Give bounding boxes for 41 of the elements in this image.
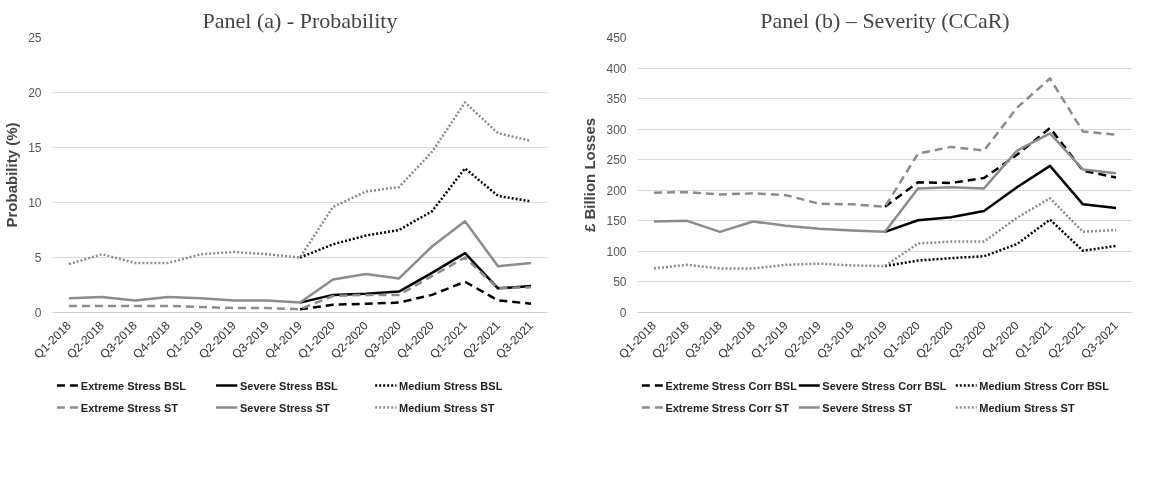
y-tick-label: 150: [606, 214, 627, 229]
legend-label: Severe Stress ST: [822, 401, 913, 414]
legend-label: Extreme Stress ST: [80, 401, 179, 414]
line-series: [883, 126, 1118, 209]
legend-label: Medium Stress ST: [979, 401, 1075, 414]
legend-label: Severe Stress ST: [239, 401, 331, 414]
y-tick-label: 250: [606, 153, 627, 168]
y-tick-label: 50: [613, 275, 627, 290]
line-series: [67, 219, 533, 304]
legend-label: Extreme Stress Corr BSL: [665, 379, 798, 392]
y-tick-label: 350: [606, 92, 627, 107]
y-tick-label: 450: [606, 31, 627, 45]
line-series: [298, 280, 533, 311]
line-series: [883, 218, 1118, 268]
y-axis-title: £ Billion Losses: [581, 117, 599, 233]
y-tick-label: 20: [28, 86, 42, 100]
y-tick-label: 5: [34, 251, 42, 265]
legend-label: Medium Stress BSL: [399, 379, 503, 392]
y-tick-label: 10: [28, 196, 42, 210]
y-tick-label: 25: [28, 31, 42, 45]
y-tick-label: 100: [606, 244, 627, 259]
legend-label: Medium Stress ST: [399, 401, 495, 414]
y-tick-label: 400: [606, 61, 627, 76]
chart-title: Panel (a) - Probability: [202, 7, 398, 33]
chart-title: Panel (b) – Severity (CCaR): [760, 7, 1010, 33]
line-series: [67, 256, 533, 311]
legend-label: Severe Stress BSL: [239, 379, 339, 392]
y-tick-label: 200: [606, 183, 627, 198]
legend-label: Extreme Stress Corr ST: [665, 401, 790, 414]
y-axis-title: Probability (%): [3, 122, 21, 228]
y-tick-label: 300: [606, 122, 627, 137]
y-tick-label: 15: [28, 141, 42, 155]
line-series: [883, 164, 1118, 234]
line-series: [652, 196, 1118, 270]
line-series: [298, 167, 533, 259]
y-tick-label: 0: [34, 306, 42, 320]
y-tick-label: 0: [619, 306, 627, 320]
legend-label: Extreme Stress BSL: [80, 379, 187, 392]
legend-label: Severe Stress Corr BSL: [822, 379, 947, 392]
legend-label: Medium Stress Corr BSL: [979, 379, 1110, 392]
line-series: [652, 132, 1118, 234]
